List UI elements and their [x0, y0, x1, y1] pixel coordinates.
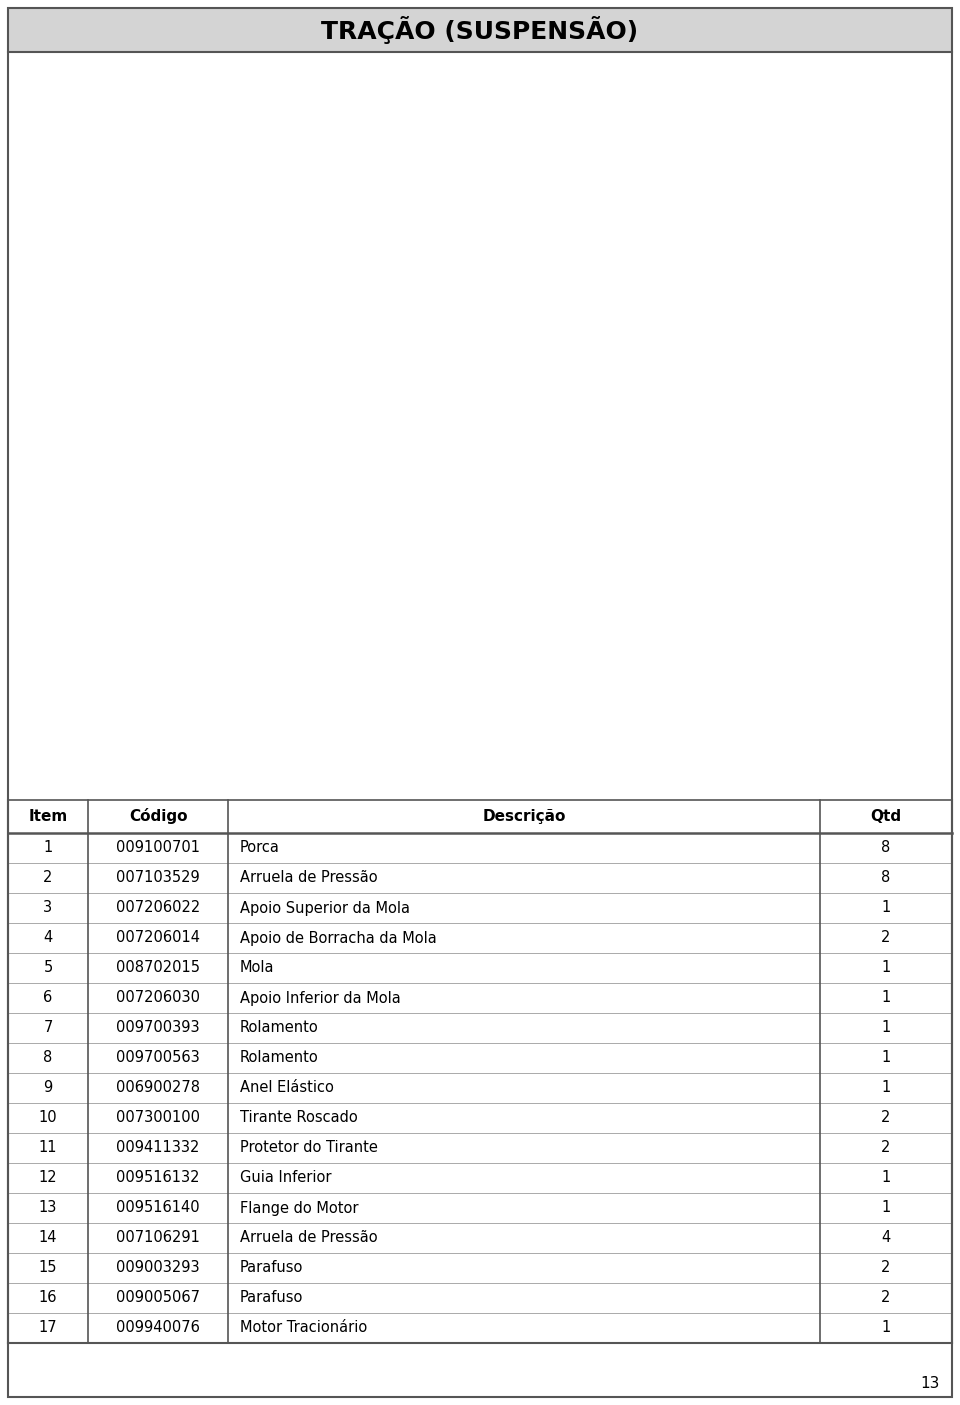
Text: Mola: Mola [240, 961, 275, 975]
Text: 8: 8 [881, 840, 891, 856]
Text: 1: 1 [43, 840, 53, 856]
Text: 3: 3 [43, 901, 53, 916]
Text: Tirante Roscado: Tirante Roscado [240, 1110, 358, 1125]
Bar [8, 1253, 952, 1283]
Bar [8, 1043, 952, 1073]
Text: 009516132: 009516132 [116, 1170, 200, 1186]
Text: 15: 15 [38, 1260, 58, 1276]
Text: 007300100: 007300100 [116, 1110, 200, 1125]
Text: 1: 1 [881, 1321, 891, 1336]
Text: Porca: Porca [240, 840, 280, 856]
Text: 006900278: 006900278 [116, 1080, 200, 1096]
Text: 13: 13 [38, 1200, 58, 1215]
Text: 2: 2 [43, 871, 53, 885]
Text: 7: 7 [43, 1020, 53, 1035]
Bar [8, 1013, 952, 1043]
Text: 14: 14 [38, 1231, 58, 1245]
Text: 1: 1 [881, 901, 891, 916]
Text: Parafuso: Parafuso [240, 1260, 303, 1276]
Text: 007103529: 007103529 [116, 871, 200, 885]
Text: 007206022: 007206022 [116, 901, 200, 916]
Text: 13: 13 [921, 1375, 940, 1391]
Text: 009700563: 009700563 [116, 1051, 200, 1065]
Text: 009005067: 009005067 [116, 1291, 200, 1305]
Text: 8: 8 [43, 1051, 53, 1065]
Text: Qtd: Qtd [871, 809, 901, 823]
Text: 2: 2 [881, 1141, 891, 1155]
Text: 009100701: 009100701 [116, 840, 200, 856]
Bar [8, 1132, 952, 1163]
Text: Rolamento: Rolamento [240, 1051, 319, 1065]
Text: Item: Item [29, 809, 67, 823]
Bar [8, 953, 952, 983]
Text: 10: 10 [38, 1110, 58, 1125]
Bar [8, 1193, 952, 1222]
Bar [8, 1073, 952, 1103]
Text: Guia Inferior: Guia Inferior [240, 1170, 331, 1186]
Bar [8, 983, 952, 1013]
Text: 007206030: 007206030 [116, 991, 200, 1006]
Text: 008702015: 008702015 [116, 961, 200, 975]
Text: 12: 12 [38, 1170, 58, 1186]
Text: 007106291: 007106291 [116, 1231, 200, 1245]
Text: Rolamento: Rolamento [240, 1020, 319, 1035]
Text: 009003293: 009003293 [116, 1260, 200, 1276]
Text: 1: 1 [881, 1200, 891, 1215]
Text: Protetor do Tirante: Protetor do Tirante [240, 1141, 378, 1155]
Text: 6: 6 [43, 991, 53, 1006]
Text: 009700393: 009700393 [116, 1020, 200, 1035]
Text: 1: 1 [881, 991, 891, 1006]
Text: 5: 5 [43, 961, 53, 975]
Bar [8, 52, 952, 799]
Bar [8, 1283, 952, 1314]
Bar [8, 894, 952, 923]
Bar [8, 1222, 952, 1253]
Text: 009516140: 009516140 [116, 1200, 200, 1215]
Text: 2: 2 [881, 930, 891, 946]
Text: 8: 8 [881, 871, 891, 885]
Text: Anel Elástico: Anel Elástico [240, 1080, 334, 1096]
Text: Apoio Inferior da Mola: Apoio Inferior da Mola [240, 991, 400, 1006]
Text: Código: Código [129, 808, 187, 825]
Bar [8, 1103, 952, 1132]
Text: 1: 1 [881, 1020, 891, 1035]
Text: Arruela de Pressão: Arruela de Pressão [240, 1231, 377, 1245]
Text: 9: 9 [43, 1080, 53, 1096]
Text: 1: 1 [881, 1051, 891, 1065]
Text: 2: 2 [881, 1260, 891, 1276]
Text: 16: 16 [38, 1291, 58, 1305]
Text: 009940076: 009940076 [116, 1321, 200, 1336]
Text: 009411332: 009411332 [116, 1141, 200, 1155]
Text: Apoio Superior da Mola: Apoio Superior da Mola [240, 901, 410, 916]
Bar [8, 1163, 952, 1193]
Text: 11: 11 [38, 1141, 58, 1155]
Text: 1: 1 [881, 1170, 891, 1186]
Text: 17: 17 [38, 1321, 58, 1336]
Text: 1: 1 [881, 961, 891, 975]
Text: 2: 2 [881, 1291, 891, 1305]
Text: Motor Tracionário: Motor Tracionário [240, 1321, 368, 1336]
Bar [8, 799, 952, 833]
Text: TRAÇÃO (SUSPENSÃO): TRAÇÃO (SUSPENSÃO) [322, 15, 638, 44]
Bar [8, 833, 952, 863]
Text: 1: 1 [881, 1080, 891, 1096]
Bar [8, 1314, 952, 1343]
Bar [8, 8, 952, 52]
Text: Descrição: Descrição [482, 809, 565, 823]
Text: 007206014: 007206014 [116, 930, 200, 946]
Bar [8, 863, 952, 894]
Text: 2: 2 [881, 1110, 891, 1125]
Text: Flange do Motor: Flange do Motor [240, 1200, 358, 1215]
Text: 4: 4 [43, 930, 53, 946]
Bar [8, 923, 952, 953]
Text: 4: 4 [881, 1231, 891, 1245]
Text: Parafuso: Parafuso [240, 1291, 303, 1305]
Text: Arruela de Pressão: Arruela de Pressão [240, 871, 377, 885]
Text: Apoio de Borracha da Mola: Apoio de Borracha da Mola [240, 930, 437, 946]
